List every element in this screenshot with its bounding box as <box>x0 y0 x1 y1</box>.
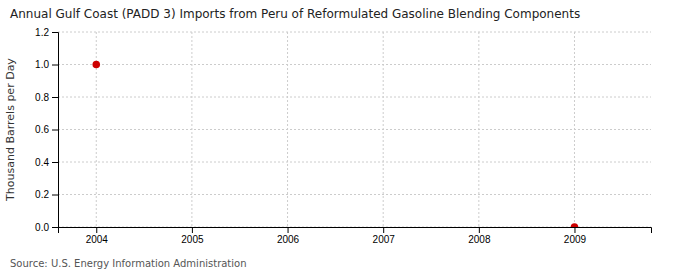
x-axis-tick-label: 2004 <box>86 234 109 245</box>
y-axis-tick: 0.4 <box>35 157 58 168</box>
grid-line-y <box>58 129 651 130</box>
y-axis-tick: 0.6 <box>35 124 58 135</box>
y-axis-tick-mark <box>52 195 58 196</box>
grid-line-y <box>58 162 651 163</box>
chart: 2004 2005 2006 2007 2008 2009 0.0 0.2 0.4 0.6 0.8 1… <box>0 0 675 275</box>
y-axis-tick: 1.0 <box>35 59 58 70</box>
y-axis-tick-label: 0.6 <box>35 124 49 135</box>
y-axis-tick-mark <box>52 32 58 33</box>
x-axis-tick-label: 2007 <box>373 234 396 245</box>
x-axis-tick: 2004 <box>86 227 109 245</box>
y-axis-tick-label: 1.0 <box>35 59 49 70</box>
grid-line-y <box>58 64 651 65</box>
y-axis: 0.0 0.2 0.4 0.6 0.8 1.0 1.2 <box>35 27 58 233</box>
grid-line-y <box>58 32 651 33</box>
x-axis-tick-mark <box>288 227 289 233</box>
grid-line-y <box>58 97 651 98</box>
y-axis-line <box>52 33 59 228</box>
x-axis-tick: 2009 <box>564 227 587 245</box>
y-axis-tick-mark <box>52 97 58 98</box>
x-axis-line <box>59 228 652 234</box>
grid-line-y <box>58 194 651 195</box>
x-axis-tick-label: 2005 <box>181 234 204 245</box>
y-axis-tick-label: 1.2 <box>35 27 49 38</box>
y-axis-tick: 1.2 <box>35 27 58 38</box>
point <box>92 61 100 69</box>
grid-line-x <box>574 32 575 227</box>
x-axis-tick-mark <box>574 227 575 233</box>
y-axis-tick-label: 0.0 <box>35 222 49 233</box>
grid-line-x <box>191 32 192 227</box>
y-axis-tick-label: 0.2 <box>35 189 49 200</box>
grid-line-x <box>478 32 479 227</box>
y-axis-tick-mark <box>52 65 58 66</box>
x-axis-tick-label: 2008 <box>468 234 491 245</box>
y-axis-tick: 0.0 <box>35 222 58 233</box>
x-axis-tick-label: 2006 <box>277 234 300 245</box>
grid-line-x <box>383 32 384 227</box>
y-axis-title: Thousand Barrels per Day <box>4 58 17 202</box>
x-axis-tick-label: 2009 <box>564 234 587 245</box>
x-axis-tick-mark <box>479 227 480 233</box>
grid-line-x <box>287 32 288 227</box>
source: Source: U.S. Energy Information Administ… <box>10 258 247 269</box>
x-axis-tick-mark <box>192 227 193 233</box>
y-axis-tick: 0.2 <box>35 189 58 200</box>
title: Annual Gulf Coast (PADD 3) Imports from … <box>10 7 580 21</box>
x-axis: 2004 2005 2006 2007 2008 2009 <box>59 227 652 245</box>
y-axis-tick-label: 0.8 <box>35 92 49 103</box>
x-axis-tick: 2008 <box>468 227 491 245</box>
x-axis-tick-mark <box>383 227 384 233</box>
plot: 2004 2005 2006 2007 2008 2009 0.0 0.2 0.4 0.6 0.8 1… <box>35 27 651 245</box>
y-axis-tick: 0.8 <box>35 92 58 103</box>
x-axis-tick-mark <box>96 227 97 233</box>
y-axis-tick-label: 0.4 <box>35 157 49 168</box>
x-axis-tick: 2006 <box>277 227 300 245</box>
y-axis-tick-mark <box>52 162 58 163</box>
x-axis-tick: 2005 <box>181 227 204 245</box>
x-axis-tick: 2007 <box>373 227 396 245</box>
y-axis-tick-mark <box>52 227 58 228</box>
points <box>92 61 578 227</box>
y-axis-tick-mark <box>52 130 58 131</box>
point <box>571 223 579 227</box>
grid <box>58 32 651 227</box>
